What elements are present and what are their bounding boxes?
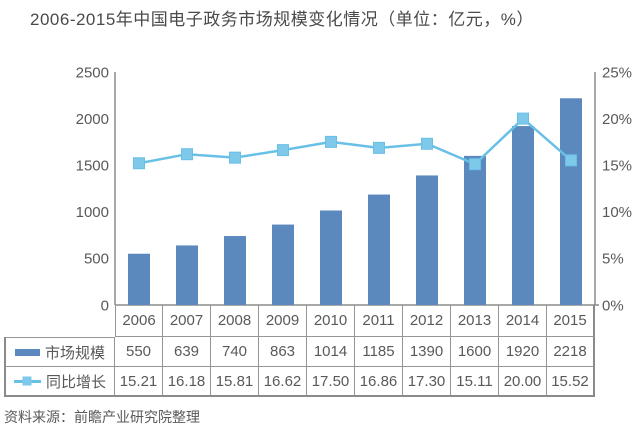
year-header-cell: 2007 [163,305,211,337]
legend-label: 市场规模 [44,344,105,362]
marker-2014 [517,112,529,125]
year-header-cell: 2010 [307,305,355,337]
value-cell: 16.18 [163,367,211,397]
value-cell: 550 [115,337,163,367]
value-cell: 740 [211,337,259,367]
marker-2010 [325,135,337,148]
right-axis-tick-label: 0% [602,297,624,314]
value-cell: 16.86 [355,367,403,397]
left-axis-tick-label: 2500 [76,64,109,81]
value-cell: 15.52 [547,367,595,397]
marker-2011 [373,141,385,154]
bar-2010 [320,210,342,305]
left-axis-tick-label: 2000 [76,111,109,128]
value-cell: 1014 [307,337,355,367]
value-cell: 15.21 [115,367,163,397]
bar-2011 [368,194,390,305]
value-cell: 1185 [355,337,403,367]
bar-2013 [464,155,486,305]
marker-2012 [421,137,433,150]
bar-2008 [224,236,246,305]
marker-2009 [277,144,289,157]
right-axis-tick-label: 10% [602,204,632,221]
value-cell: 16.62 [259,367,307,397]
left-axis-tick-label: 500 [84,251,109,268]
year-header-cell: 2014 [499,305,547,337]
source-note: 资料来源：前瞻产业研究院整理 [4,409,200,425]
year-header-cell: 2013 [451,305,499,337]
year-header-cell: 2012 [403,305,451,337]
value-cell: 1920 [499,337,547,367]
left-axis-tick-label: 1000 [76,204,109,221]
legend-market-size: 市场规模 [4,337,115,367]
left-axis-tick-label: 1500 [76,157,109,174]
bar-2007 [176,245,198,305]
year-header-cell: 2008 [211,305,259,337]
bar-2009 [272,224,294,305]
bar-2012 [416,175,438,305]
marker-2015 [565,154,577,167]
marker-2013 [469,158,481,171]
marker-2008 [229,151,241,164]
value-cell: 639 [163,337,211,367]
value-cell: 15.11 [451,367,499,397]
growth-line [138,116,572,166]
marker-2007 [181,148,193,161]
chart-data-table: 2006 2007 2008 2009 2010 2011 2012 2013 2014 2015… [4,305,595,397]
bar-2006 [128,253,150,305]
value-cell: 17.30 [403,367,451,397]
value-cell: 17.50 [307,367,355,397]
growth-marker-icon [22,376,32,386]
chart-title: 2006-2015年中国电子政务市场规模变化情况（单位：亿元，%） [30,10,534,29]
year-header-cell: 2006 [115,305,163,337]
value-cell: 15.81 [211,367,259,397]
growth-line-marker-swatch-icon [13,376,41,386]
right-axis-tick-label: 25% [602,64,632,81]
value-cell: 1390 [403,337,451,367]
right-axis-tick-label: 20% [602,111,632,128]
market-size-bar-swatch-icon [14,348,40,356]
left-axis-tick-label: 0 [101,297,109,314]
bar-2015 [560,98,582,305]
value-cell: 20.00 [499,367,547,397]
marker-2006 [133,157,145,170]
year-header-cell: 2011 [355,305,403,337]
value-cell: 2218 [547,337,595,367]
value-cell: 1600 [451,337,499,367]
right-axis-tick-label: 15% [602,157,632,174]
table-corner-blank [4,305,115,337]
year-header-cell: 2015 [547,305,595,337]
year-header-cell: 2009 [259,305,307,337]
legend-yoy-growth: 同比增长 [4,367,115,397]
legend-label: 同比增长 [45,373,106,391]
bar-2014 [512,126,534,305]
right-axis-tick-label: 5% [602,251,624,268]
value-cell: 863 [259,337,307,367]
